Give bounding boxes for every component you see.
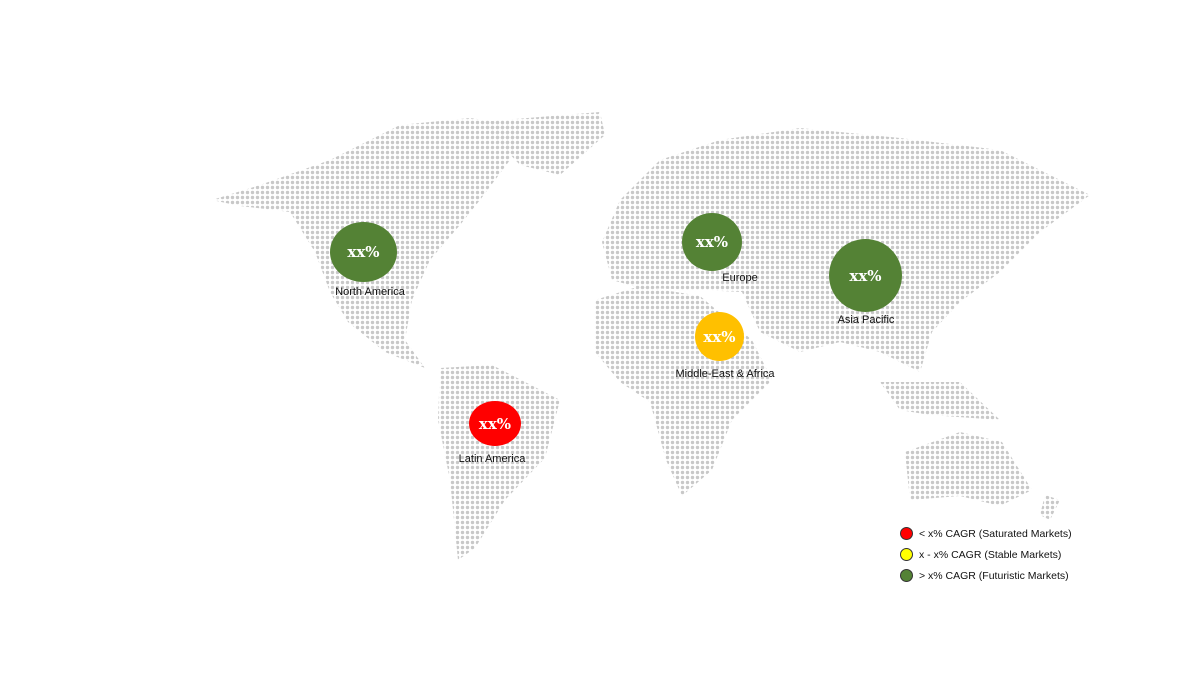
region-label-north-america: North America bbox=[335, 286, 405, 298]
legend-label: x - x% CAGR (Stable Markets) bbox=[919, 548, 1062, 561]
region-bubble-latin-america: xx% bbox=[469, 401, 521, 446]
legend-item-futuristic: > x% CAGR (Futuristic Markets) bbox=[900, 565, 1072, 586]
region-bubble-europe: xx% bbox=[682, 213, 742, 271]
greenland-landmass bbox=[480, 112, 605, 175]
legend-item-stable: x - x% CAGR (Stable Markets) bbox=[900, 544, 1072, 565]
south-america-landmass bbox=[438, 365, 560, 560]
red-dot-icon bbox=[900, 527, 913, 540]
region-label-middle-east-africa: Middle-East & Africa bbox=[675, 368, 775, 380]
legend-item-saturated: < x% CAGR (Saturated Markets) bbox=[900, 523, 1072, 544]
region-label-latin-america: Latin America bbox=[458, 453, 526, 465]
legend-label: > x% CAGR (Futuristic Markets) bbox=[919, 569, 1069, 582]
region-label-asia-pacific: Asia Pacific bbox=[837, 314, 895, 326]
region-bubble-asia-pacific: xx% bbox=[829, 239, 902, 312]
green-dot-icon bbox=[900, 569, 913, 582]
new-zealand-landmass bbox=[1040, 495, 1060, 520]
africa-landmass bbox=[595, 286, 772, 496]
australia-landmass bbox=[905, 432, 1032, 506]
region-label-europe: Europe bbox=[722, 272, 758, 284]
region-bubble-north-america: xx% bbox=[330, 222, 397, 282]
southeast-asia-islands bbox=[880, 382, 1000, 420]
legend-label: < x% CAGR (Saturated Markets) bbox=[919, 527, 1072, 540]
region-bubble-middle-east-africa: xx% bbox=[695, 312, 744, 361]
legend: < x% CAGR (Saturated Markets) x - x% CAG… bbox=[900, 523, 1072, 586]
yellow-dot-icon bbox=[900, 548, 913, 561]
